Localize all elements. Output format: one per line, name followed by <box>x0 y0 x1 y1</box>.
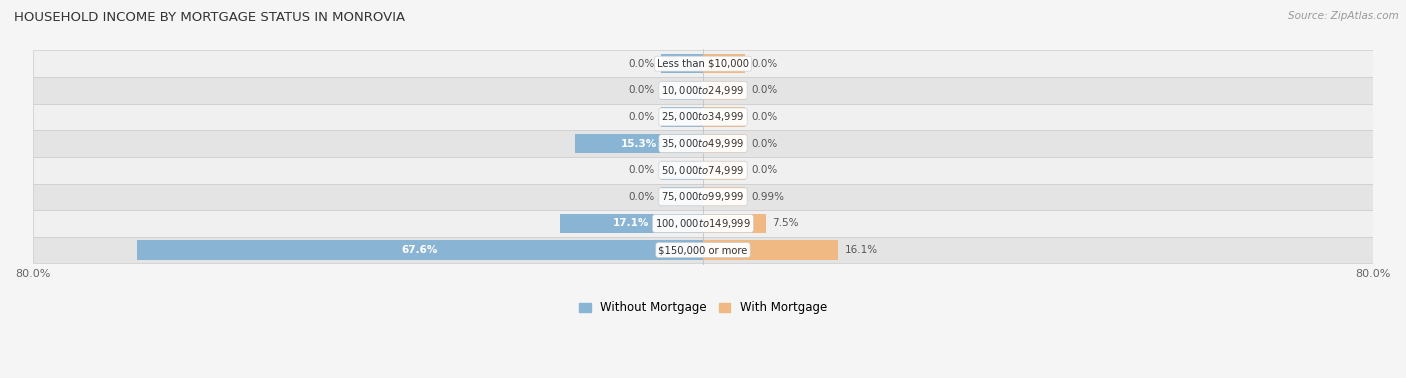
Bar <box>32 130 1374 157</box>
Bar <box>575 134 703 153</box>
Bar <box>703 240 838 260</box>
Bar <box>560 214 703 233</box>
Bar <box>32 210 1374 237</box>
Bar <box>661 161 703 180</box>
Text: 67.6%: 67.6% <box>402 245 439 255</box>
Bar <box>32 237 1374 263</box>
Text: 17.1%: 17.1% <box>613 218 650 228</box>
Text: 0.0%: 0.0% <box>628 165 654 175</box>
Bar <box>703 134 745 153</box>
Bar <box>661 54 703 73</box>
Text: $50,000 to $74,999: $50,000 to $74,999 <box>661 164 745 177</box>
Bar <box>32 50 1374 77</box>
Text: HOUSEHOLD INCOME BY MORTGAGE STATUS IN MONROVIA: HOUSEHOLD INCOME BY MORTGAGE STATUS IN M… <box>14 11 405 24</box>
Text: 0.0%: 0.0% <box>628 112 654 122</box>
Text: $35,000 to $49,999: $35,000 to $49,999 <box>661 137 745 150</box>
Text: 7.5%: 7.5% <box>772 218 799 228</box>
Text: 0.0%: 0.0% <box>628 192 654 202</box>
Bar <box>32 77 1374 104</box>
Bar <box>32 183 1374 210</box>
Text: Source: ZipAtlas.com: Source: ZipAtlas.com <box>1288 11 1399 21</box>
Text: 0.0%: 0.0% <box>628 59 654 69</box>
Text: 0.0%: 0.0% <box>752 59 778 69</box>
Bar <box>703 81 745 100</box>
Text: $100,000 to $149,999: $100,000 to $149,999 <box>655 217 751 230</box>
Bar <box>703 214 766 233</box>
Text: $25,000 to $34,999: $25,000 to $34,999 <box>661 110 745 124</box>
Text: 16.1%: 16.1% <box>845 245 877 255</box>
Text: 0.0%: 0.0% <box>752 139 778 149</box>
Bar <box>703 107 745 127</box>
Legend: Without Mortgage, With Mortgage: Without Mortgage, With Mortgage <box>574 297 832 319</box>
Bar <box>703 161 745 180</box>
Bar <box>703 187 745 206</box>
Bar <box>703 54 745 73</box>
Text: Less than $10,000: Less than $10,000 <box>657 59 749 69</box>
Bar <box>661 81 703 100</box>
Bar <box>32 157 1374 183</box>
Bar <box>661 187 703 206</box>
Bar <box>136 240 703 260</box>
Text: 0.0%: 0.0% <box>752 85 778 95</box>
Text: 0.0%: 0.0% <box>752 165 778 175</box>
Text: $150,000 or more: $150,000 or more <box>658 245 748 255</box>
Text: 15.3%: 15.3% <box>621 139 657 149</box>
Text: $75,000 to $99,999: $75,000 to $99,999 <box>661 190 745 203</box>
Text: 0.0%: 0.0% <box>628 85 654 95</box>
Bar <box>661 107 703 127</box>
Text: $10,000 to $24,999: $10,000 to $24,999 <box>661 84 745 97</box>
Text: 0.0%: 0.0% <box>752 112 778 122</box>
Bar <box>32 104 1374 130</box>
Text: 0.99%: 0.99% <box>752 192 785 202</box>
